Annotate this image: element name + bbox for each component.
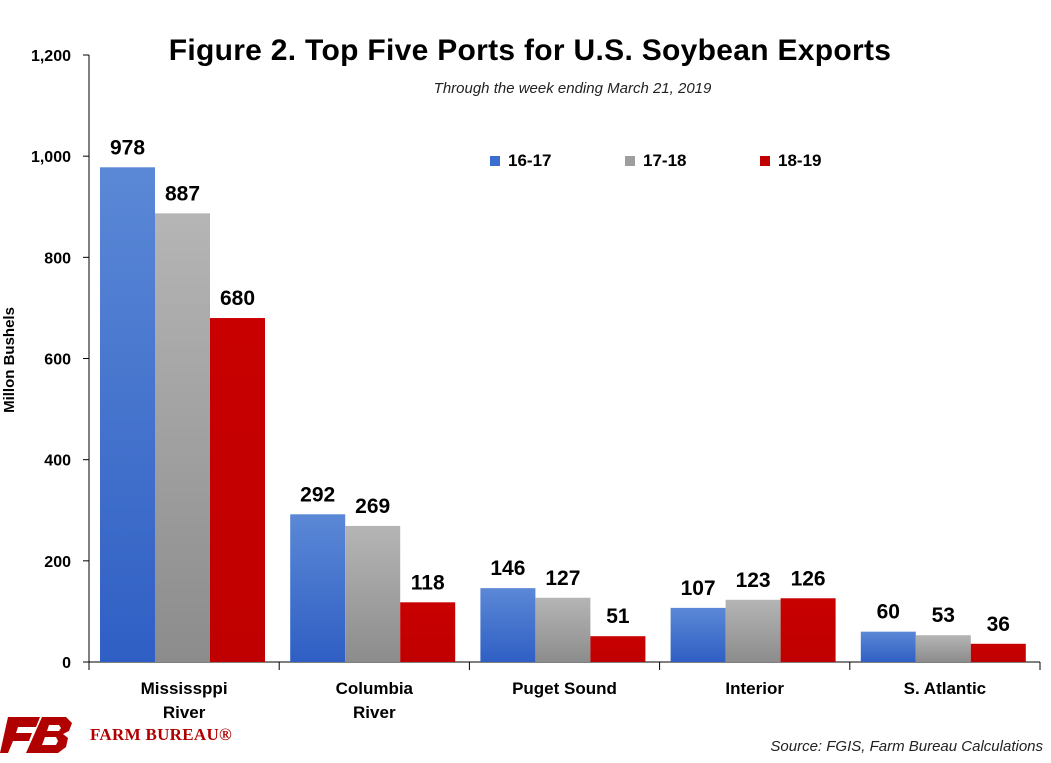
data-label: 680 [220,287,255,310]
bar-18-19 [400,602,456,662]
bar-16-17 [670,607,726,662]
x-category-label: Puget Sound [512,679,617,698]
x-category-label: Mississppi [141,679,228,698]
data-label: 123 [736,569,771,592]
bar-18-19 [970,643,1026,662]
y-tick-label: 200 [44,554,71,571]
y-tick-label: 1,000 [31,149,71,166]
x-category-label: Columbia [336,679,414,698]
data-label: 51 [606,605,630,628]
bar-17-18 [345,525,401,662]
data-label: 127 [545,567,580,590]
data-label: 53 [932,604,955,627]
legend-item-18-19: 18-19 [760,151,895,171]
data-label: 887 [165,182,200,205]
data-label: 292 [300,483,335,506]
bar-17-18 [725,599,781,662]
y-tick-label: 1,200 [31,48,71,65]
legend-item-16-17: 16-17 [490,151,625,171]
bar-16-17 [480,588,536,662]
legend-swatch-18-19 [760,156,770,166]
legend-item-17-18: 17-18 [625,151,760,171]
legend-swatch-17-18 [625,156,635,166]
data-labels-group: 978 292 146 107 60 887 269 127 123 53 680 118 51 126 3… [110,136,1010,635]
x-category-label: Interior [725,679,784,698]
data-label: 978 [110,136,145,159]
data-label: 118 [411,571,445,594]
data-label: 36 [987,613,1010,636]
bar-16-17 [860,631,916,662]
bar-18-19 [780,598,836,662]
y-tick-label: 800 [44,250,71,267]
legend-swatch-16-17 [490,156,500,166]
bar-18-19 [210,318,265,662]
bars-group [100,167,1026,663]
y-tick-label: 400 [44,453,71,470]
x-category-label: River [163,703,206,722]
data-label: 269 [355,495,390,518]
x-category-label: S. Atlantic [904,679,987,698]
chart-title: Figure 2. Top Five Ports for U.S. Soybea… [168,34,892,67]
chart-subtitle: Through the week ending March 21, 2019 [433,80,712,97]
legend-label-18-19: 18-19 [778,151,822,170]
x-category-label: River [353,703,396,722]
y-axis-label: Millon Bushels [1,307,18,413]
y-tick-label: 0 [62,655,71,672]
legend-label-16-17: 16-17 [508,151,552,170]
bar-17-18 [155,213,210,662]
source-note: Source: FGIS, Farm Bureau Calculations [770,738,1043,755]
legend: 16-17 17-18 18-19 [490,151,895,171]
data-label: 60 [877,601,900,624]
bar-18-19 [590,636,646,662]
legend-label-17-18: 17-18 [643,151,687,170]
farm-bureau-logo: FARM BUREAU® [0,715,232,755]
fb-logo-icon [0,717,72,753]
data-label: 107 [681,577,716,600]
data-label: 126 [791,567,826,590]
bar-16-17 [100,167,155,663]
axes: 0 200 400 600 800 1,000 1,200 Millon Bushels Mis… [1,48,1041,722]
bar-17-18 [915,635,971,662]
bar-16-17 [290,514,346,662]
y-tick-label: 600 [44,352,71,369]
logo-text: FARM BUREAU® [90,725,233,744]
data-label: 146 [490,557,525,580]
bar-17-18 [535,597,591,662]
